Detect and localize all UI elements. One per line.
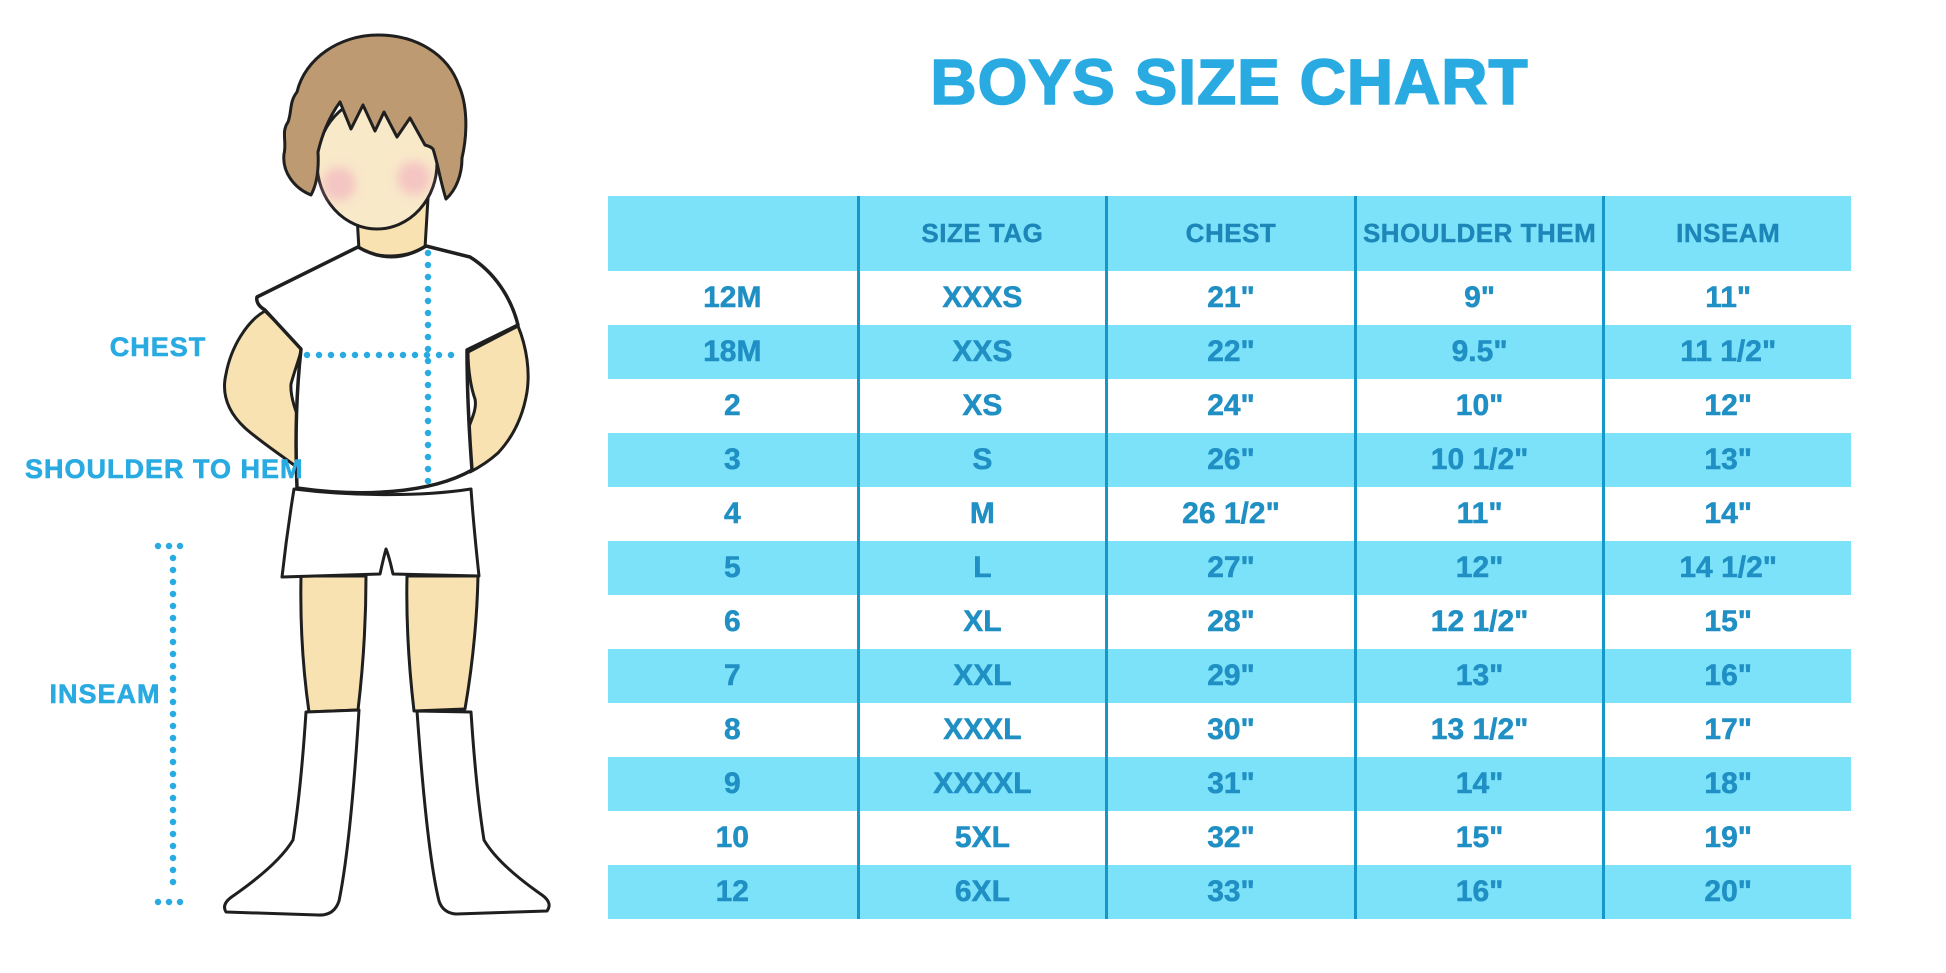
table-cell: 13": [1602, 433, 1851, 487]
left-thigh: [299, 574, 368, 714]
table-cell: 12": [1602, 379, 1851, 433]
table-cell: 26": [1105, 433, 1354, 487]
table-cell: 15": [1602, 595, 1851, 649]
table-row: 2 XS 24" 10" 12": [608, 379, 1851, 433]
table-cell: 14 1/2": [1602, 541, 1851, 595]
table-cell: 9.5": [1353, 325, 1603, 379]
table-cell: XXXL: [856, 703, 1106, 757]
header-cell-inseam: INSEAM: [1602, 196, 1851, 271]
table-cell: M: [856, 487, 1106, 541]
table-row: 18M XXS 22" 9.5" 11 1/2": [608, 325, 1851, 379]
table-cell: 9": [1353, 271, 1603, 325]
table-cell: 9: [723, 767, 741, 801]
table-row: 10 5XL 32" 15" 19": [608, 811, 1851, 865]
table-cell: 12M: [703, 281, 762, 315]
table-cell: XS: [856, 379, 1106, 433]
table-cell: 14": [1602, 487, 1851, 541]
header-cell-size-tag: SIZE TAG: [856, 196, 1106, 271]
table-cell: 15": [1353, 811, 1603, 865]
table-cell: XXXS: [856, 271, 1106, 325]
table-cell: 12: [715, 875, 749, 909]
table-cell: 11": [1602, 271, 1851, 325]
table-cell: 29": [1105, 649, 1354, 703]
table-cell: 21": [1105, 271, 1354, 325]
header-cell-chest: CHEST: [1105, 196, 1354, 271]
table-cell: S: [856, 433, 1106, 487]
table-cell: 13 1/2": [1353, 703, 1603, 757]
table-cell: 12 1/2": [1353, 595, 1603, 649]
page-title: BOYS SIZE CHART: [930, 46, 1529, 118]
table-cell: 10": [1353, 379, 1603, 433]
table-cell: 20": [1602, 865, 1851, 919]
table-row: 7 XXL 29" 13" 16": [608, 649, 1851, 703]
table-cell: 19": [1602, 811, 1851, 865]
table-cell: 14": [1353, 757, 1603, 811]
table-row: 4 M 26 1/2" 11" 14": [608, 487, 1851, 541]
table-cell: L: [856, 541, 1106, 595]
table-row: 12 6XL 33" 16" 20": [608, 865, 1851, 919]
table-cell: 10 1/2": [1353, 433, 1603, 487]
table-cell: 10: [715, 821, 749, 855]
table-cell: 28": [1105, 595, 1354, 649]
table-cell: 4: [723, 497, 741, 531]
table-cell: 11": [1353, 487, 1603, 541]
size-chart-table: SIZE TAG CHEST SHOULDER THEM INSEAM 12M X…: [608, 196, 1851, 919]
chest-label: CHEST: [109, 332, 207, 363]
table-row: 9 XXXXL 31" 14" 18": [608, 757, 1851, 811]
table-row: 6 XL 28" 12 1/2" 15": [608, 595, 1851, 649]
table-cell: 32": [1105, 811, 1354, 865]
header-cell-shoulder-them: SHOULDER THEM: [1353, 196, 1603, 271]
table-cell: 31": [1105, 757, 1354, 811]
table-cell: 5: [723, 551, 741, 585]
left-sock: [223, 708, 361, 917]
table-row: 8 XXXL 30" 13 1/2" 17": [608, 703, 1851, 757]
table-cell: XXS: [856, 325, 1106, 379]
table-cell: 18": [1602, 757, 1851, 811]
table-cell: XL: [856, 595, 1106, 649]
blush-cheeks: [322, 161, 431, 201]
table-cell: 5XL: [856, 811, 1106, 865]
left-arm: [223, 309, 305, 473]
table-cell: 3: [723, 443, 741, 477]
t-shirt: [255, 244, 520, 495]
table-cell: 30": [1105, 703, 1354, 757]
table-cell: 11 1/2": [1602, 325, 1851, 379]
table-cell: 18M: [703, 335, 762, 369]
table-body: 12M XXXS 21" 9" 11" 18M XXS 22" 9.5" 11 1/2" 2 XS 24…: [608, 271, 1851, 919]
table-cell: 26 1/2": [1105, 487, 1354, 541]
table-cell: 13": [1353, 649, 1603, 703]
inseam-label: INSEAM: [49, 679, 161, 710]
table-row: 3 S 26" 10 1/2" 13": [608, 433, 1851, 487]
table-cell: 22": [1105, 325, 1354, 379]
shoulder-to-hem-label: SHOULDER TO HEM: [25, 454, 304, 485]
table-cell: 24": [1105, 379, 1354, 433]
table-cell: 8: [723, 713, 741, 747]
table-header-row: SIZE TAG CHEST SHOULDER THEM INSEAM: [608, 196, 1851, 271]
table-cell: 16": [1353, 865, 1603, 919]
table-cell: XXL: [856, 649, 1106, 703]
table-cell: 33": [1105, 865, 1354, 919]
table-cell: 2: [723, 389, 741, 423]
table-cell: 7: [723, 659, 741, 693]
right-sock: [415, 709, 551, 916]
table-cell: 12": [1353, 541, 1603, 595]
header-cell-size: [608, 196, 857, 271]
hair: [282, 33, 468, 201]
table-row: 5 L 27" 12" 14 1/2": [608, 541, 1851, 595]
right-arm: [465, 324, 530, 474]
table-cell: 27": [1105, 541, 1354, 595]
shorts: [280, 487, 481, 579]
table-cell: 17": [1602, 703, 1851, 757]
table-cell: 6: [723, 605, 741, 639]
table-row: 12M XXXS 21" 9" 11": [608, 271, 1851, 325]
right-thigh: [405, 574, 480, 713]
boy-illustration: [154, 33, 551, 917]
table-cell: XXXXL: [856, 757, 1106, 811]
table-cell: 16": [1602, 649, 1851, 703]
table-cell: 6XL: [856, 865, 1106, 919]
